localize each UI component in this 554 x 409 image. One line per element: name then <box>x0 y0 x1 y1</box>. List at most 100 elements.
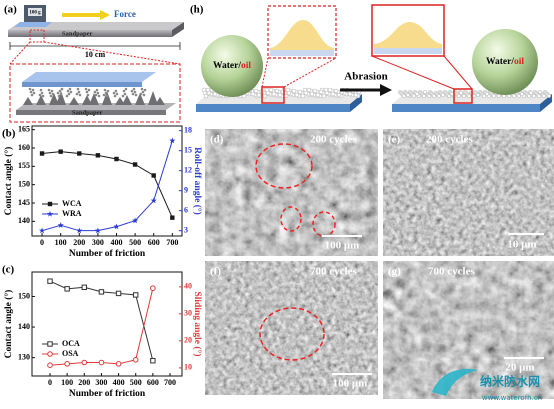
marker <box>150 197 157 204</box>
particle <box>537 93 542 98</box>
particle <box>253 88 259 94</box>
particle <box>527 93 532 98</box>
sandpaper-front <box>8 30 172 37</box>
sem-image <box>383 261 554 399</box>
particle <box>412 93 417 98</box>
particle <box>103 88 107 92</box>
y-tick-label: 150 <box>18 179 30 188</box>
particle <box>139 92 143 96</box>
y-tick-label: 160 <box>18 143 30 152</box>
marker <box>47 201 53 207</box>
marker <box>58 149 63 154</box>
particle <box>427 93 432 98</box>
particle <box>113 94 117 98</box>
marker <box>81 284 87 290</box>
plot-frame <box>31 125 183 237</box>
particle <box>114 89 118 93</box>
x-tick-label: 0 <box>40 238 44 247</box>
substrate-side <box>350 94 362 112</box>
particle <box>422 93 427 98</box>
paper-front <box>16 110 166 115</box>
particle <box>48 91 52 95</box>
grain <box>89 93 99 105</box>
zoom-line <box>43 41 181 65</box>
particle <box>76 87 80 91</box>
marker <box>39 227 46 234</box>
droplet <box>472 29 538 95</box>
y2-tick-label: 30 <box>184 309 192 318</box>
particle <box>86 93 90 97</box>
particle <box>105 94 109 98</box>
mound <box>270 20 334 54</box>
y2-tick-label: 20 <box>184 336 192 345</box>
particle <box>75 92 79 96</box>
x-tick-label: 200 <box>78 378 90 387</box>
particle <box>38 93 42 97</box>
y-tick-label: 145 <box>18 198 30 207</box>
substrate-front <box>392 104 540 112</box>
particle <box>547 93 552 98</box>
particle <box>441 92 446 97</box>
particle <box>94 93 98 97</box>
particle <box>300 93 306 99</box>
x-tick-label: 400 <box>110 238 122 247</box>
scale-label: 100 μm <box>333 378 368 390</box>
marker <box>64 286 70 292</box>
particle <box>65 94 69 98</box>
particle <box>271 91 277 97</box>
marker <box>150 285 156 292</box>
panel-d: (d) 200 cycles 100 μm <box>205 129 378 256</box>
weight-tag <box>28 8 42 16</box>
x-tick-label: 700 <box>166 238 178 247</box>
y-tick-label: 130 <box>18 352 30 361</box>
particle <box>39 88 43 92</box>
marker <box>133 292 139 298</box>
marker <box>76 227 83 234</box>
particle <box>141 90 145 94</box>
marker <box>98 359 105 366</box>
particle <box>28 87 32 91</box>
y-tick-label: 150 <box>18 291 30 300</box>
particle <box>447 93 452 98</box>
sandpaper-top <box>8 22 184 30</box>
particle <box>512 93 517 98</box>
inset-substrate <box>374 48 442 54</box>
particle <box>130 89 134 93</box>
highlight <box>280 206 302 232</box>
particle <box>132 87 136 91</box>
length-label: 10 cm <box>85 50 106 59</box>
marker <box>114 156 119 162</box>
panel-e: (e) 200 cycles 10 μm <box>383 129 554 256</box>
marker <box>81 359 88 366</box>
particle <box>123 92 127 96</box>
grain <box>23 97 33 105</box>
x-tick-label: 0 <box>48 378 52 387</box>
sample <box>14 22 52 27</box>
sandpaper-side <box>172 22 184 37</box>
particle <box>318 89 324 95</box>
grain <box>102 91 112 105</box>
series-line <box>42 151 173 218</box>
marker <box>47 341 53 347</box>
panel-label: (a) <box>4 4 17 16</box>
y-axis-label: Contact angle (°) <box>3 290 14 359</box>
y2-tick-label: 40 <box>184 282 192 291</box>
particle <box>402 93 407 98</box>
particle <box>124 87 128 91</box>
mound <box>374 22 442 50</box>
grain <box>49 93 59 105</box>
particle <box>538 89 543 94</box>
particle <box>30 93 34 97</box>
y2-axis-label: Roll-off angle (°) <box>192 147 203 215</box>
coating-top <box>22 72 156 82</box>
droplet <box>201 35 263 97</box>
y2-tick-label: 12 <box>184 165 192 174</box>
y2-axis-label: Sliding angle (°) <box>192 291 203 356</box>
particle <box>122 89 126 93</box>
substrate-front <box>196 104 350 112</box>
particle <box>336 92 342 98</box>
droplet-label: Water/oil <box>213 61 251 71</box>
abrasion-label: Abrasion <box>344 71 387 83</box>
marker <box>95 153 101 158</box>
